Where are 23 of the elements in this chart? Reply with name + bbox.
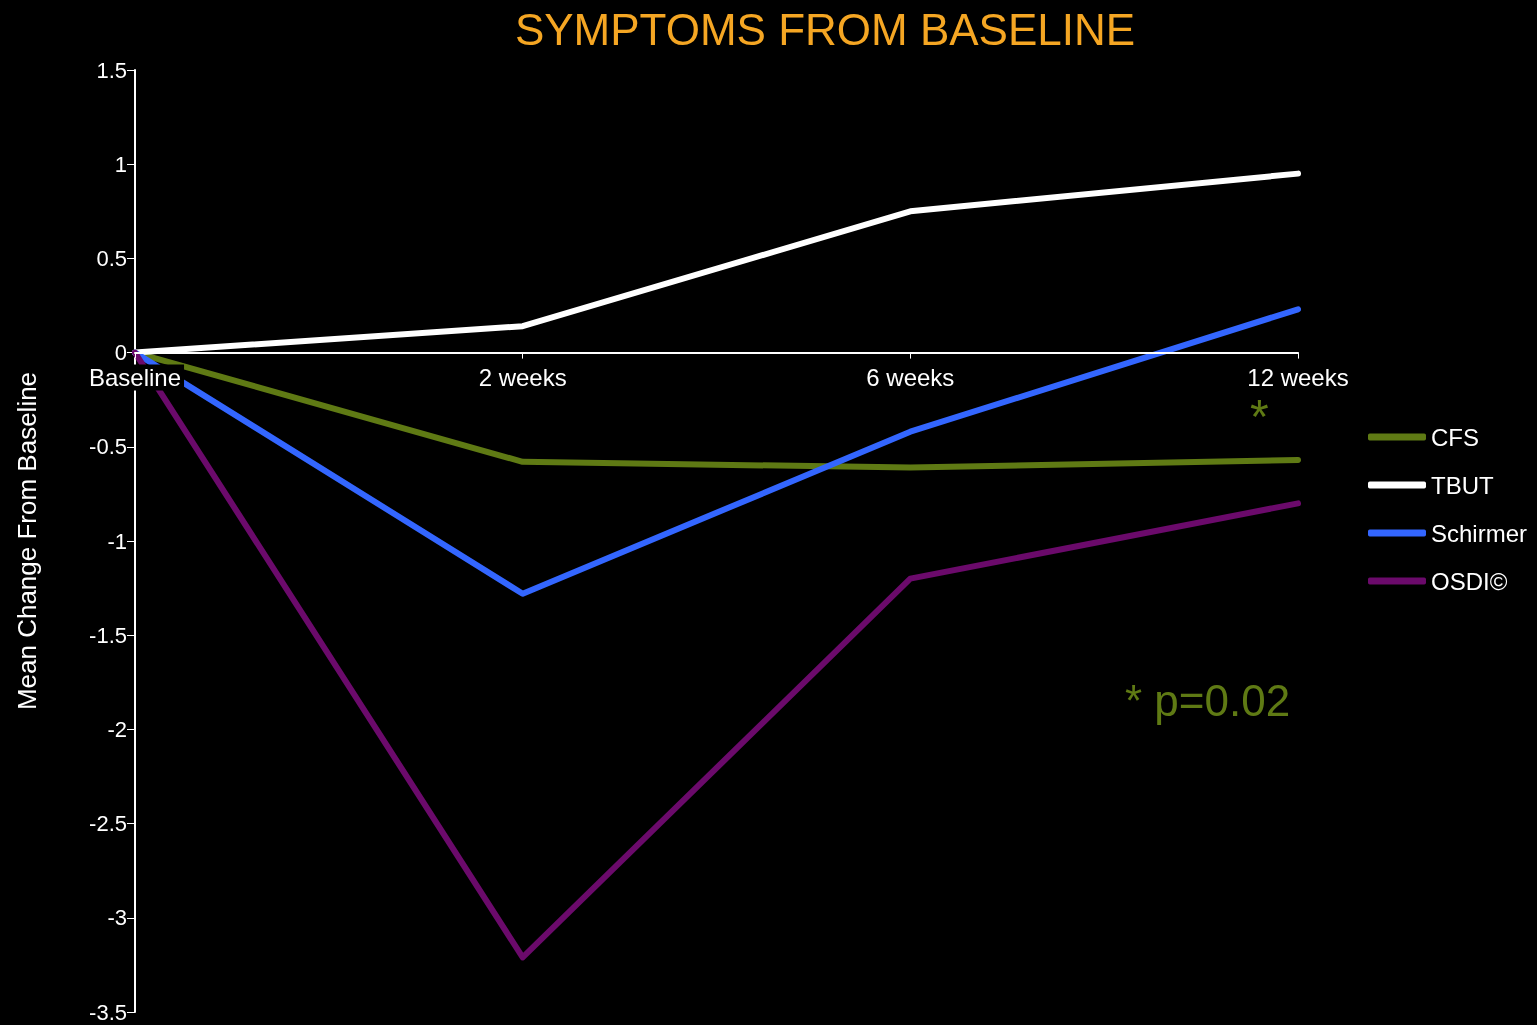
y-tick-label: 1.5 xyxy=(96,57,127,83)
y-tick-label: -3.5 xyxy=(89,999,127,1025)
y-tick-label: -0.5 xyxy=(89,434,127,460)
x-tick-label: 12 weeks xyxy=(1247,364,1349,392)
y-tick-label: 0 xyxy=(114,340,127,366)
y-axis-title: Mean Change From Baseline xyxy=(12,371,42,711)
legend-label: Schirmer xyxy=(1430,519,1528,547)
chart-title: SYMPTOMS FROM BASELINE xyxy=(514,4,1136,54)
y-tick-label: 1 xyxy=(114,151,127,177)
annotation: * p=0.02 xyxy=(1125,675,1291,725)
annotation: * xyxy=(1250,389,1269,443)
legend-label: TBUT xyxy=(1430,471,1494,499)
x-tick-label: 2 weeks xyxy=(478,364,567,392)
legend-label: OSDI© xyxy=(1430,567,1508,595)
legend-label: CFS xyxy=(1430,423,1479,451)
y-tick-label: 0.5 xyxy=(96,245,127,271)
x-tick-label: 6 weeks xyxy=(866,364,955,392)
y-tick-label: -1 xyxy=(107,528,127,554)
y-tick-label: -2 xyxy=(107,716,127,742)
x-tick-label: Baseline xyxy=(88,364,182,392)
y-tick-label: -3 xyxy=(107,905,127,931)
y-tick-label: -1.5 xyxy=(89,622,127,648)
y-tick-label: -2.5 xyxy=(89,811,127,837)
